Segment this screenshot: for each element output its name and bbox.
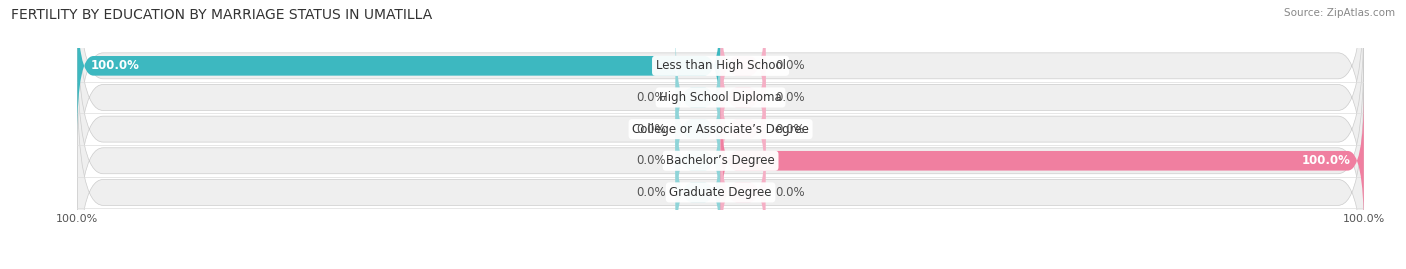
- FancyBboxPatch shape: [721, 0, 766, 135]
- Legend: Married, Unmarried: Married, Unmarried: [633, 266, 808, 269]
- FancyBboxPatch shape: [721, 60, 766, 199]
- Text: 0.0%: 0.0%: [775, 123, 804, 136]
- FancyBboxPatch shape: [77, 79, 1364, 269]
- Text: 0.0%: 0.0%: [775, 186, 804, 199]
- Text: 0.0%: 0.0%: [637, 186, 666, 199]
- Text: 100.0%: 100.0%: [1302, 154, 1351, 167]
- FancyBboxPatch shape: [77, 47, 1364, 269]
- FancyBboxPatch shape: [77, 0, 1364, 211]
- Text: 0.0%: 0.0%: [775, 91, 804, 104]
- Text: 0.0%: 0.0%: [637, 123, 666, 136]
- Text: High School Diploma: High School Diploma: [659, 91, 782, 104]
- FancyBboxPatch shape: [675, 28, 721, 167]
- FancyBboxPatch shape: [77, 16, 1364, 243]
- FancyBboxPatch shape: [675, 123, 721, 262]
- Text: Bachelor’s Degree: Bachelor’s Degree: [666, 154, 775, 167]
- Text: Graduate Degree: Graduate Degree: [669, 186, 772, 199]
- FancyBboxPatch shape: [721, 91, 1364, 230]
- Text: 0.0%: 0.0%: [775, 59, 804, 72]
- FancyBboxPatch shape: [77, 0, 721, 135]
- Text: College or Associate’s Degree: College or Associate’s Degree: [633, 123, 808, 136]
- Text: Source: ZipAtlas.com: Source: ZipAtlas.com: [1284, 8, 1395, 18]
- Text: 0.0%: 0.0%: [637, 154, 666, 167]
- FancyBboxPatch shape: [77, 0, 1364, 179]
- FancyBboxPatch shape: [721, 28, 766, 167]
- FancyBboxPatch shape: [675, 60, 721, 199]
- Text: Less than High School: Less than High School: [655, 59, 786, 72]
- Text: FERTILITY BY EDUCATION BY MARRIAGE STATUS IN UMATILLA: FERTILITY BY EDUCATION BY MARRIAGE STATU…: [11, 8, 433, 22]
- FancyBboxPatch shape: [721, 123, 766, 262]
- Text: 0.0%: 0.0%: [637, 91, 666, 104]
- Text: 100.0%: 100.0%: [90, 59, 139, 72]
- FancyBboxPatch shape: [675, 91, 721, 230]
